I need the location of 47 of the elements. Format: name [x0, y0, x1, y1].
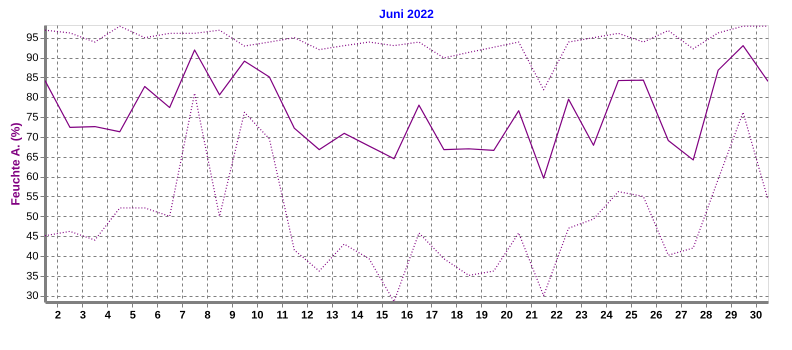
x-tick-label: 30	[750, 310, 762, 322]
x-tick-label: 4	[104, 310, 112, 322]
x-tick-label: 6	[154, 310, 161, 322]
y-tick-label: 35	[26, 270, 38, 282]
x-tick-label: 2	[54, 310, 62, 322]
y-tick-label: 80	[26, 92, 38, 104]
x-tick-label: 14	[351, 310, 364, 322]
x-tick-label: 20	[500, 310, 513, 322]
y-tick-label: 60	[26, 171, 38, 184]
x-tick-label: 11	[276, 310, 288, 322]
x-tick-label: 29	[724, 310, 738, 322]
x-tick-label: 25	[625, 310, 638, 322]
x-tick-label: 8	[204, 310, 211, 322]
y-tick-label: 70	[26, 131, 38, 144]
x-tick-label: 9	[229, 310, 236, 322]
x-tick-label: 12	[301, 310, 314, 322]
x-tick-label: 13	[326, 310, 338, 322]
x-tick-label: 26	[650, 310, 662, 322]
x-tick-label: 3	[80, 310, 86, 322]
line-series	[45, 45, 768, 179]
x-tick-label: 24	[600, 310, 614, 322]
y-tick-label: 65	[26, 151, 38, 164]
x-tick-label: 5	[130, 310, 136, 322]
x-tick-label: 28	[700, 310, 712, 322]
x-tick-label: 27	[675, 310, 688, 322]
y-axis-title: Feuchte A. (%)	[8, 122, 22, 206]
y-tick-label: 45	[26, 230, 38, 243]
x-tick-label: 22	[550, 310, 563, 322]
y-tick-label: 75	[26, 112, 38, 124]
x-tick-label: 18	[450, 310, 463, 322]
x-tick-label: 7	[180, 310, 186, 322]
y-tick-label: 90	[26, 52, 38, 64]
x-tick-label: 21	[526, 310, 538, 322]
chart-title: Juni 2022	[379, 7, 434, 21]
x-tick-label: 15	[376, 310, 388, 322]
y-tick-label: 40	[26, 250, 38, 262]
x-tick-label: 17	[426, 310, 438, 322]
y-tick-label: 55	[26, 190, 38, 203]
x-tick-label: 10	[251, 310, 264, 322]
x-tick-label: 23	[575, 310, 588, 322]
line-series	[45, 26, 768, 90]
y-tick-label: 30	[26, 290, 38, 302]
y-tick-label: 50	[26, 210, 38, 223]
y-tick-label: 85	[26, 72, 38, 84]
y-tick-label: 95	[26, 32, 38, 44]
x-tick-label: 19	[476, 310, 488, 322]
x-tick-label: 16	[400, 310, 414, 322]
